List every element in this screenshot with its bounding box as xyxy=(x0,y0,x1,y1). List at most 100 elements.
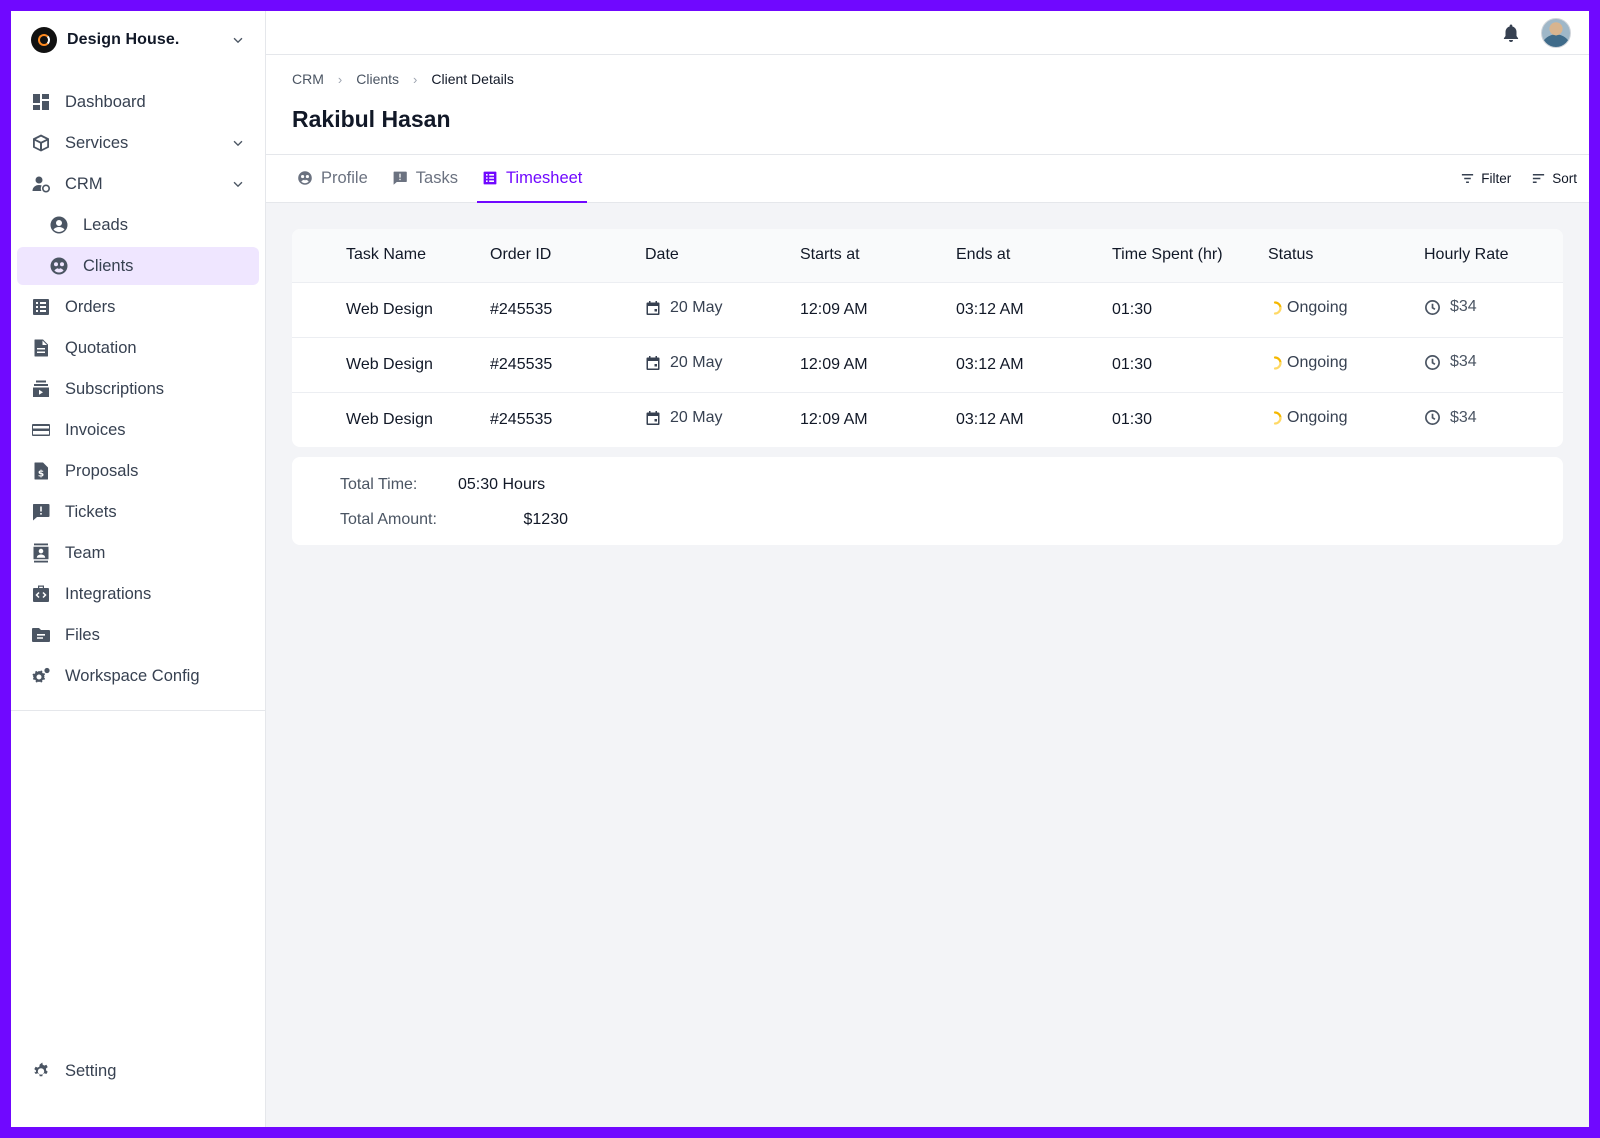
date-text: 20 May xyxy=(670,353,723,371)
sidebar-item-quotation[interactable]: Quotation xyxy=(17,329,259,367)
total-amount-row: Total Amount: $1230 xyxy=(340,502,1563,537)
column-header-starts-at[interactable]: Starts at xyxy=(800,229,956,283)
gear-icon xyxy=(31,1061,51,1081)
sidebar-item-services[interactable]: Services xyxy=(17,124,259,162)
column-header-task-name[interactable]: Task Name xyxy=(292,229,490,283)
cell-starts-at: 12:09 AM xyxy=(800,282,956,338)
cell-time-spent: 01:30 xyxy=(1112,282,1268,338)
chevron-down-icon[interactable] xyxy=(231,136,245,150)
sidebar-item-clients[interactable]: Clients xyxy=(17,247,259,285)
rate-text: $34 xyxy=(1450,353,1477,371)
cell-ends-at: 03:12 AM xyxy=(956,282,1112,338)
team-icon xyxy=(31,543,51,563)
breadcrumb-crm[interactable]: CRM xyxy=(292,71,324,87)
tab-timesheet[interactable]: Timesheet xyxy=(476,155,588,203)
sidebar-item-label: Workspace Config xyxy=(65,666,200,685)
calendar-icon xyxy=(645,300,661,316)
sidebar-item-integrations[interactable]: Integrations xyxy=(17,575,259,613)
sidebar-item-orders[interactable]: Orders xyxy=(17,288,259,326)
sidebar-item-invoices[interactable]: Invoices xyxy=(17,411,259,449)
sidebar-item-label: Orders xyxy=(65,297,116,316)
sidebar-item-label: Subscriptions xyxy=(65,379,165,398)
clock-icon xyxy=(1424,354,1441,371)
app-window: Design House. Dashboard Services CRM Lea… xyxy=(11,11,1589,1127)
sidebar-item-label: CRM xyxy=(65,174,103,193)
column-header-status[interactable]: Status xyxy=(1268,229,1424,283)
total-amount-value: $1230 xyxy=(523,510,569,528)
status-text: Ongoing xyxy=(1287,409,1348,427)
tab-tasks[interactable]: Tasks xyxy=(387,155,463,203)
sidebar-item-dashboard[interactable]: Dashboard xyxy=(17,83,259,121)
sort-icon xyxy=(1533,174,1545,183)
main-area: CRM › Clients › Client Details Rakibul H… xyxy=(266,11,1589,1127)
cell-ends-at: 03:12 AM xyxy=(956,410,1024,428)
total-amount-label: Total Amount: xyxy=(340,510,437,528)
sidebar-item-proposals[interactable]: $ Proposals xyxy=(17,452,259,490)
sidebar-item-label: Invoices xyxy=(65,420,126,439)
cell-hourly-rate: $34 xyxy=(1424,337,1563,393)
brand-logo-icon xyxy=(31,26,57,53)
sidebar-item-workspace-config[interactable]: Workspace Config xyxy=(17,657,259,695)
table-row[interactable]: Web Design #245535 20 May 12:09 AM 03:12… xyxy=(292,282,1563,338)
column-header-date[interactable]: Date xyxy=(645,229,800,283)
dashboard-icon xyxy=(31,92,51,112)
tabs-bar: Profile Tasks Timesheet Filter xyxy=(266,155,1589,203)
breadcrumb: CRM › Clients › Client Details xyxy=(292,70,1563,88)
sidebar-item-label: Quotation xyxy=(65,338,137,357)
tab-label: Tasks xyxy=(415,168,458,187)
column-header-time-spent[interactable]: Time Spent (hr) xyxy=(1112,229,1268,283)
user-avatar[interactable] xyxy=(1541,17,1571,48)
sort-button[interactable]: Sort xyxy=(1531,171,1577,186)
sidebar-item-subscriptions[interactable]: Subscriptions xyxy=(17,370,259,408)
ticket-icon xyxy=(31,502,51,522)
code-icon xyxy=(31,584,51,604)
sidebar-item-team[interactable]: Team xyxy=(17,534,259,572)
box-icon xyxy=(31,133,51,153)
breadcrumb-clients[interactable]: Clients xyxy=(356,71,400,87)
table-row[interactable]: Web Design #245535 20 May 12:09 AM 03:12… xyxy=(292,392,1563,447)
page-header: CRM › Clients › Client Details Rakibul H… xyxy=(266,55,1589,155)
cell-order-id: #245535 xyxy=(490,410,553,428)
folder-icon xyxy=(31,625,51,645)
dollar-doc-icon: $ xyxy=(31,461,51,481)
total-time-row: Total Time: 05:30 Hours xyxy=(340,467,1563,502)
table-row[interactable]: Web Design #245535 20 May 12:09 AM 03:12… xyxy=(292,337,1563,393)
sidebar-item-files[interactable]: Files xyxy=(17,616,259,654)
notifications-bell-icon[interactable] xyxy=(1501,23,1521,43)
filter-button[interactable]: Filter xyxy=(1460,171,1511,186)
cell-date: 20 May xyxy=(645,337,800,393)
timesheet-table-card: Task Name Order ID Date Starts at Ends a… xyxy=(292,229,1563,447)
chevron-down-icon xyxy=(233,37,243,43)
sidebar-item-label: Clients xyxy=(83,256,134,275)
sidebar-item-tickets[interactable]: Tickets xyxy=(17,493,259,531)
tasks-icon xyxy=(393,171,407,185)
sidebar-item-label: Team xyxy=(65,543,106,562)
ongoing-status-icon xyxy=(1268,356,1282,370)
column-header-hourly-rate[interactable]: Hourly Rate xyxy=(1424,229,1563,283)
clients-icon xyxy=(49,256,69,276)
sidebar: Design House. Dashboard Services CRM Lea… xyxy=(11,11,266,1127)
sidebar-item-crm[interactable]: CRM xyxy=(17,165,259,203)
column-header-ends-at[interactable]: Ends at xyxy=(956,229,1112,283)
cell-date: 20 May xyxy=(645,392,800,447)
sidebar-item-label: Dashboard xyxy=(65,92,146,111)
chevron-down-icon[interactable] xyxy=(231,177,245,191)
date-text: 20 May xyxy=(670,408,723,426)
tab-profile[interactable]: Profile xyxy=(292,155,373,203)
column-header-order-id[interactable]: Order ID xyxy=(490,229,645,283)
cell-task-name: Web Design xyxy=(346,410,433,428)
tab-label: Profile xyxy=(321,168,368,187)
page-title: Rakibul Hasan xyxy=(292,106,451,132)
sidebar-item-leads[interactable]: Leads xyxy=(17,206,259,244)
chevron-right-icon: › xyxy=(413,71,418,87)
card-icon xyxy=(31,420,51,440)
cell-time-spent: 01:30 xyxy=(1112,337,1268,393)
workspace-switcher[interactable]: Design House. xyxy=(11,11,265,68)
sidebar-item-setting[interactable]: Setting xyxy=(17,1052,259,1090)
date-text: 20 May xyxy=(670,298,723,316)
breadcrumb-current: Client Details xyxy=(431,71,514,87)
total-time-value: 05:30 Hours xyxy=(458,475,546,493)
sidebar-item-label: Leads xyxy=(83,215,128,234)
sidebar-nav: Dashboard Services CRM Leads Clients xyxy=(11,68,265,711)
timesheet-table: Task Name Order ID Date Starts at Ends a… xyxy=(292,229,1563,447)
